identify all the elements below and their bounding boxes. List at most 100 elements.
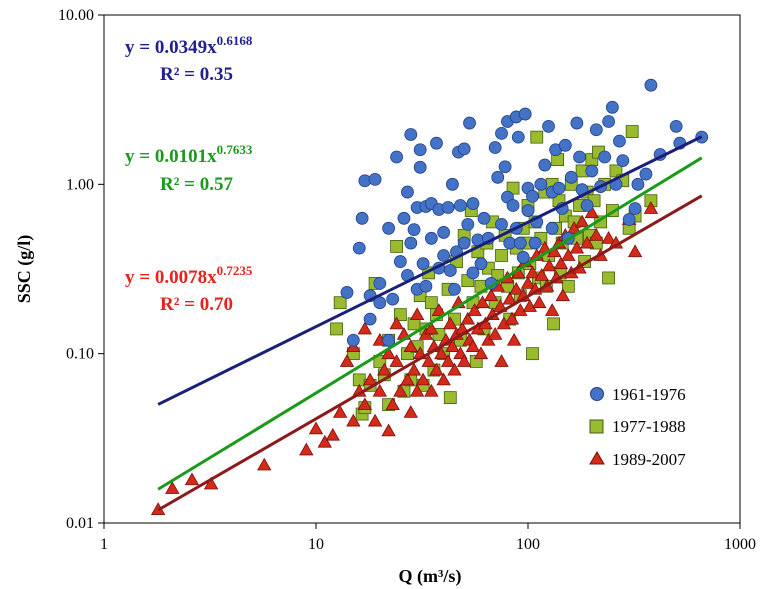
data-point-triangle bbox=[317, 434, 332, 448]
data-point-circle bbox=[639, 167, 653, 181]
data-point-triangle bbox=[409, 307, 425, 321]
data-point-circle bbox=[407, 223, 421, 237]
equation-text: y = 0.0101x bbox=[125, 146, 217, 167]
data-point-circle bbox=[419, 279, 433, 293]
data-point-square bbox=[602, 271, 616, 285]
data-point-circle bbox=[416, 257, 430, 271]
data-point-circle bbox=[511, 130, 525, 144]
data-point-circle bbox=[542, 119, 555, 133]
data-point-triangle bbox=[460, 311, 475, 325]
equation-exponent: 0.7235 bbox=[217, 263, 253, 278]
data-point-triangle bbox=[569, 240, 585, 254]
data-point-triangle bbox=[429, 362, 444, 376]
data-point-circle bbox=[448, 282, 461, 296]
data-point-triangle bbox=[389, 354, 404, 367]
data-point-circle bbox=[521, 204, 535, 217]
data-point-triangle bbox=[445, 339, 460, 353]
data-point-triangle bbox=[357, 321, 373, 335]
data-point-triangle bbox=[431, 303, 447, 316]
r-squared: R² = 0.35 bbox=[160, 64, 233, 85]
data-point-triangle bbox=[509, 281, 524, 295]
data-point-circle bbox=[430, 136, 443, 150]
data-point-circle bbox=[373, 276, 387, 290]
data-point-triangle bbox=[643, 201, 659, 214]
data-point-triangle bbox=[436, 372, 451, 386]
data-point-triangle bbox=[504, 311, 520, 325]
data-point-triangle bbox=[513, 303, 528, 316]
data-point-circle bbox=[437, 249, 451, 262]
data-point-circle bbox=[413, 143, 427, 157]
data-point-square bbox=[424, 296, 438, 310]
data-point-square bbox=[333, 296, 347, 310]
legend-label: 1961-1976 bbox=[612, 385, 686, 404]
data-point-triangle bbox=[424, 321, 439, 335]
data-point-circle bbox=[538, 158, 552, 172]
data-point-circle bbox=[644, 78, 658, 92]
data-point-triangle bbox=[184, 472, 200, 486]
data-point-triangle bbox=[203, 476, 219, 490]
data-point-circle bbox=[491, 170, 505, 184]
data-point-circle bbox=[340, 286, 354, 299]
trend-line bbox=[157, 156, 703, 491]
data-point-circle bbox=[437, 226, 451, 239]
data-point-triangle bbox=[584, 205, 600, 219]
data-point-circle bbox=[352, 241, 366, 255]
data-point-circle bbox=[616, 154, 630, 168]
data-point-triangle bbox=[525, 265, 540, 279]
data-point-triangle bbox=[494, 354, 509, 367]
data-point-triangle bbox=[372, 383, 388, 397]
data-point-circle bbox=[498, 160, 512, 174]
data-point-circle bbox=[585, 164, 599, 178]
data-point-triangle bbox=[473, 346, 489, 360]
data-point-triangle bbox=[561, 248, 576, 261]
data-point-triangle bbox=[542, 258, 557, 272]
data-point-circle bbox=[404, 128, 418, 141]
data-point-circle bbox=[466, 197, 480, 210]
data-point-circle bbox=[443, 264, 457, 277]
data-point-triangle bbox=[502, 291, 517, 305]
legend-item-1989-2007: 1989-2007 bbox=[589, 450, 686, 469]
data-point-triangle bbox=[257, 457, 272, 471]
data-point-square bbox=[443, 391, 457, 405]
data-point-triangle bbox=[403, 339, 418, 353]
data-point-circle bbox=[382, 333, 395, 347]
data-point-circle bbox=[386, 292, 400, 306]
y-axis-ticks: 0.01 0.10 1.00 10.00 bbox=[58, 7, 104, 532]
data-point-triangle bbox=[393, 383, 408, 397]
data-point-triangle bbox=[339, 354, 355, 367]
data-point-triangle bbox=[579, 235, 595, 249]
data-point-circle bbox=[558, 138, 572, 152]
data-point-triangle bbox=[553, 256, 569, 270]
data-point-square bbox=[526, 347, 539, 361]
data-point-triangle bbox=[532, 295, 547, 309]
legend-label: 1989-2007 bbox=[612, 450, 686, 469]
data-point-triangle bbox=[400, 372, 415, 386]
data-point-triangle bbox=[325, 427, 340, 441]
data-point-circle bbox=[457, 236, 471, 250]
data-point-circle bbox=[495, 217, 508, 231]
data-point-triangle bbox=[483, 288, 499, 302]
data-point-triangle bbox=[506, 332, 522, 346]
data-point-circle bbox=[466, 266, 480, 280]
data-point-circle bbox=[461, 217, 475, 231]
equation-exponent: 0.7633 bbox=[217, 142, 253, 157]
data-point-circle bbox=[363, 312, 377, 326]
data-points bbox=[150, 78, 709, 515]
data-point-circle bbox=[526, 189, 539, 203]
data-point-circle bbox=[446, 177, 459, 191]
trend-line bbox=[157, 194, 703, 512]
data-point-circle bbox=[506, 199, 520, 212]
y-tick-label: 0.01 bbox=[66, 515, 94, 532]
data-point-triangle bbox=[346, 413, 361, 427]
data-point-circle bbox=[424, 231, 438, 245]
data-point-circle bbox=[628, 202, 642, 215]
equation-1977-1988: y = 0.0101x0.7633 R² = 0.57 bbox=[125, 142, 253, 195]
data-point-circle bbox=[598, 150, 612, 164]
data-point-circle bbox=[441, 201, 455, 214]
x-axis-ticks: 1 10 100 1000 bbox=[100, 523, 756, 553]
data-point-triangle bbox=[381, 423, 396, 437]
data-point-triangle bbox=[357, 397, 373, 411]
y-tick-label: 1.00 bbox=[66, 176, 94, 193]
data-point-triangle bbox=[487, 327, 503, 340]
legend-item-1977-1988: 1977-1988 bbox=[589, 417, 686, 436]
